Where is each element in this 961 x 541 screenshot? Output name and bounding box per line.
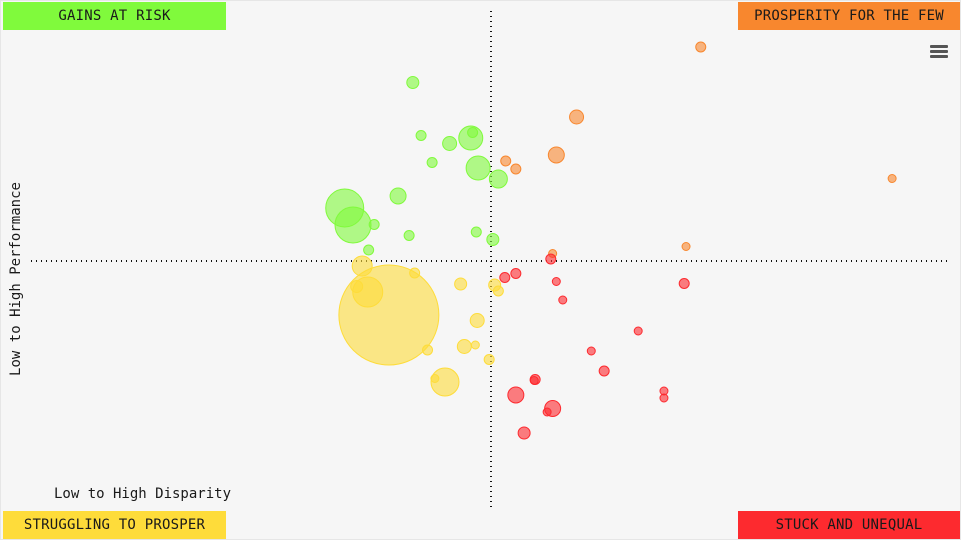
bubble-point[interactable] [430,367,460,397]
bubble-point[interactable] [558,295,568,305]
bubble-point[interactable] [467,127,479,138]
bubble-point[interactable] [483,354,495,365]
bubble-point[interactable] [403,230,415,241]
bubble-point[interactable] [695,41,707,53]
bubble-point[interactable] [545,253,557,265]
bubble-point[interactable] [569,109,585,125]
bubble-point[interactable] [488,169,508,189]
bubble-point[interactable] [887,174,897,183]
bubble-point[interactable] [678,278,690,289]
bubble-point[interactable] [510,163,522,175]
bubble-point[interactable] [389,187,407,205]
bubble-point[interactable] [500,155,512,167]
quadrant-label-gains-at-risk: GAINS AT RISK [3,2,226,30]
quadrant-label-stuck-and-unequal: STUCK AND UNEQUAL [738,511,960,539]
bubble-point[interactable] [469,313,485,328]
quadrant-label-prosperity-for-the-few: PROSPERITY FOR THE FEW [738,2,960,30]
bubble-point[interactable] [426,157,438,168]
bubble-point[interactable] [492,285,504,297]
bubble-point[interactable] [368,219,380,230]
bubble-point[interactable] [334,206,372,244]
bubble-point[interactable] [547,146,565,164]
bubble-point[interactable] [542,407,552,417]
bubble-point[interactable] [499,272,511,283]
x-axis-title: Low to High Disparity [54,486,232,502]
bubble-point[interactable] [363,244,375,256]
bubble-point[interactable] [415,130,427,141]
bubble-point[interactable] [486,233,500,246]
bubble-point[interactable] [551,277,561,286]
bubble-point[interactable] [507,386,525,404]
chart-menu-icon[interactable] [930,45,948,61]
bubble-point[interactable] [659,393,669,403]
bubble-point[interactable] [338,264,440,366]
bubble-point[interactable] [454,277,468,291]
bubble-point[interactable] [406,76,420,89]
bubble-point[interactable] [586,346,596,356]
bubble-point[interactable] [681,242,691,251]
bubble-point[interactable] [442,136,458,151]
bubble-point[interactable] [456,339,472,354]
bubble-point[interactable] [510,268,522,279]
quadrant-label-struggling-to-prosper: STRUGGLING TO PROSPER [3,511,226,539]
bubble-point[interactable] [529,376,539,385]
bubble-point[interactable] [598,365,610,377]
bubble-point[interactable] [470,340,480,350]
bubble-point[interactable] [465,155,491,181]
bubble-point[interactable] [470,226,482,238]
bubble-point[interactable] [422,344,434,356]
bubble-point[interactable] [517,426,531,440]
bubble-point[interactable] [633,326,643,336]
